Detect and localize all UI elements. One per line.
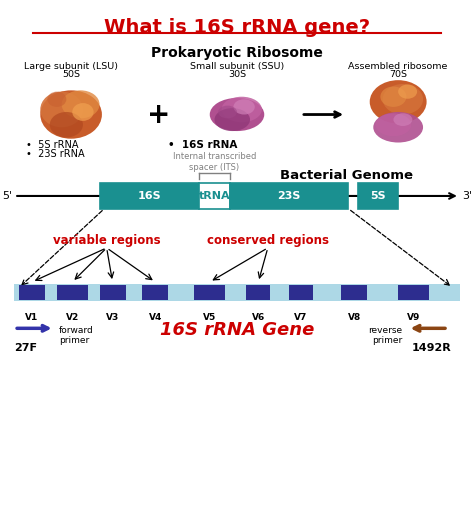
Text: 27F: 27F — [14, 343, 37, 353]
Text: reverse
primer: reverse primer — [368, 326, 402, 345]
Ellipse shape — [393, 114, 412, 126]
Text: 70S: 70S — [389, 70, 407, 79]
FancyBboxPatch shape — [289, 285, 313, 300]
FancyBboxPatch shape — [341, 285, 367, 300]
Ellipse shape — [383, 84, 423, 115]
Text: 16S: 16S — [137, 191, 161, 201]
Ellipse shape — [62, 91, 100, 119]
Ellipse shape — [373, 112, 423, 143]
Ellipse shape — [233, 99, 255, 115]
Ellipse shape — [398, 84, 417, 99]
Text: What is 16S rRNA gene?: What is 16S rRNA gene? — [104, 18, 370, 37]
Text: 1492R: 1492R — [411, 343, 451, 353]
FancyBboxPatch shape — [142, 285, 168, 300]
Text: V3: V3 — [106, 313, 119, 322]
Ellipse shape — [40, 92, 83, 127]
FancyBboxPatch shape — [194, 285, 225, 300]
Text: 50S: 50S — [62, 70, 80, 79]
Ellipse shape — [218, 105, 237, 119]
Text: variable regions: variable regions — [53, 234, 161, 247]
Text: V9: V9 — [407, 313, 420, 322]
FancyBboxPatch shape — [57, 285, 88, 300]
Text: 23S: 23S — [277, 191, 301, 201]
FancyBboxPatch shape — [246, 285, 270, 300]
FancyBboxPatch shape — [398, 285, 429, 300]
Ellipse shape — [380, 87, 406, 107]
Text: forward
primer: forward primer — [59, 326, 94, 345]
Text: Bacterial Genome: Bacterial Genome — [280, 169, 412, 182]
Text: V4: V4 — [148, 313, 162, 322]
Ellipse shape — [214, 108, 250, 131]
Text: Assembled ribosome: Assembled ribosome — [348, 62, 448, 71]
FancyBboxPatch shape — [100, 285, 126, 300]
Ellipse shape — [47, 92, 66, 107]
Ellipse shape — [210, 98, 264, 131]
FancyBboxPatch shape — [230, 183, 348, 209]
FancyBboxPatch shape — [14, 284, 460, 301]
FancyBboxPatch shape — [19, 285, 45, 300]
Text: V8: V8 — [348, 313, 361, 322]
Text: Large subunit (LSU): Large subunit (LSU) — [24, 62, 118, 71]
Ellipse shape — [221, 97, 262, 122]
Text: tRNA: tRNA — [199, 191, 230, 201]
Text: •  23S rRNA: • 23S rRNA — [26, 149, 85, 159]
Text: Prokaryotic Ribosome: Prokaryotic Ribosome — [151, 46, 323, 60]
Ellipse shape — [72, 103, 93, 121]
Ellipse shape — [50, 112, 83, 137]
Text: Internal transcribed
spacer (ITS): Internal transcribed spacer (ITS) — [173, 152, 256, 172]
Text: V2: V2 — [66, 313, 79, 322]
Text: V5: V5 — [203, 313, 216, 322]
Ellipse shape — [370, 80, 427, 123]
Ellipse shape — [40, 91, 102, 139]
Text: 30S: 30S — [228, 70, 246, 79]
FancyBboxPatch shape — [199, 183, 230, 209]
Ellipse shape — [375, 114, 411, 136]
FancyBboxPatch shape — [358, 183, 398, 209]
Text: 5S: 5S — [370, 191, 386, 201]
Text: V1: V1 — [26, 313, 38, 322]
Text: •  5S rRNA: • 5S rRNA — [26, 140, 79, 150]
Text: V7: V7 — [294, 313, 308, 322]
Text: V6: V6 — [252, 313, 265, 322]
Text: •  16S rRNA: • 16S rRNA — [168, 140, 237, 150]
Text: 3': 3' — [462, 191, 472, 201]
Text: 16S rRNA Gene: 16S rRNA Gene — [160, 321, 314, 340]
Text: Small subunit (SSU): Small subunit (SSU) — [190, 62, 284, 71]
Text: 5': 5' — [2, 191, 12, 201]
Text: +: + — [147, 100, 171, 129]
Text: conserved regions: conserved regions — [207, 234, 329, 247]
FancyBboxPatch shape — [100, 183, 199, 209]
